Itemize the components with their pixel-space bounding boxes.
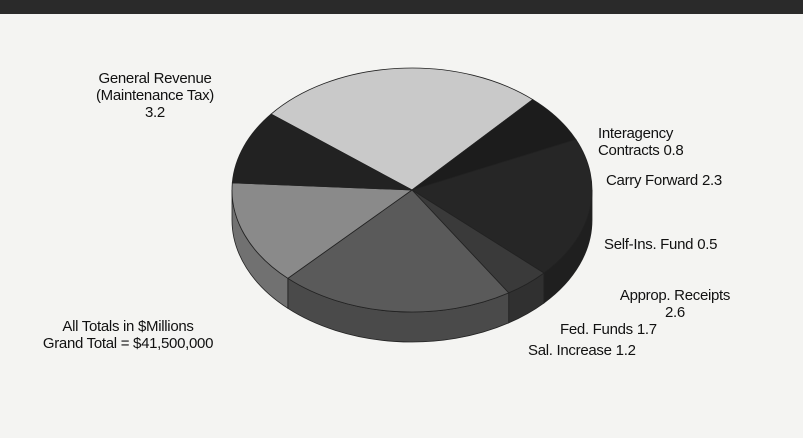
category-label: Interagency Contracts: [598, 125, 674, 159]
category-label: Fed. Funds: [560, 321, 633, 338]
slice: [411, 139, 593, 274]
annotation-block: All Totals in $Millions Grand Total = $4…: [8, 318, 248, 352]
value-label: 0.8: [663, 142, 684, 159]
value-label: 0.5: [697, 236, 718, 253]
category-label: Carry Forward: [606, 172, 698, 189]
value-label: 1.2: [615, 342, 636, 359]
slice-label: Fed. Funds 1.7: [560, 321, 710, 338]
slice: [287, 189, 510, 313]
slice-label: Interagency Contracts 0.8: [598, 125, 748, 159]
title-bar: [0, 0, 803, 14]
slice-label: Carry Forward 2.3: [606, 172, 786, 189]
slice-label: Sal. Increase 1.2: [528, 342, 688, 359]
category-label: Approp. Receipts: [619, 287, 731, 304]
value-label: 1.7: [636, 321, 657, 338]
slice-label: General Revenue (Maintenance Tax) 3.2: [60, 70, 250, 121]
slice-label: Self-Ins. Fund 0.5: [604, 236, 784, 253]
category-label: Sal. Increase: [528, 342, 612, 359]
value-label: 2.3: [701, 172, 722, 189]
slice-label: Approp. Receipts 2.6: [590, 287, 760, 321]
category-label: Self-Ins. Fund: [604, 236, 694, 253]
slice: [231, 113, 413, 191]
slice: [231, 182, 414, 279]
annotation: All Totals in $Millions: [62, 318, 194, 335]
value-label: 3.2: [145, 104, 165, 121]
value-label: 2.6: [665, 304, 685, 321]
annotation: Grand Total = $41,500,000: [42, 335, 214, 352]
category-label: General Revenue (Maintenance Tax): [95, 70, 215, 104]
slice: [270, 67, 534, 191]
